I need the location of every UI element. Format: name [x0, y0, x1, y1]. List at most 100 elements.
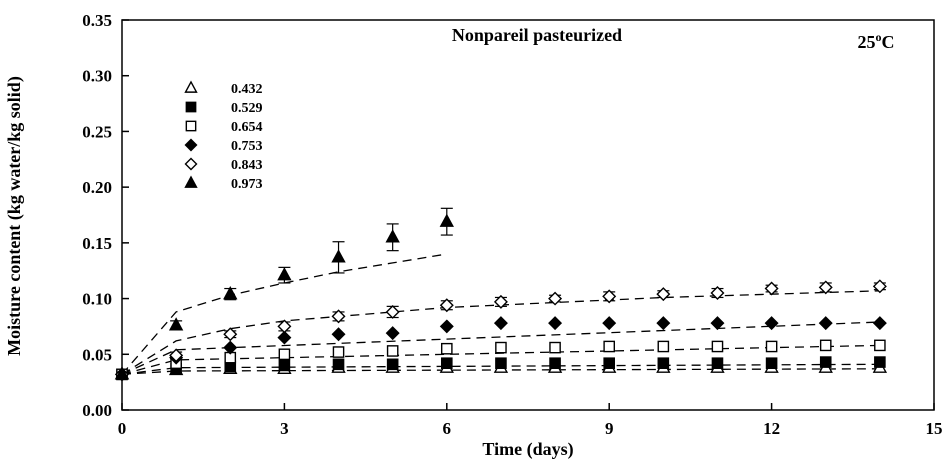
fit-curve: [121, 321, 880, 375]
data-point: [277, 319, 292, 334]
fit-curve: [121, 363, 880, 375]
data-point: [332, 346, 345, 358]
data-point: [184, 138, 198, 152]
data-point: [386, 345, 399, 357]
data-point: [764, 281, 779, 296]
legend: 0.432 0.529 0.654 0.753 0.843 0.973: [184, 80, 263, 192]
y-tick-label: 0.25: [82, 122, 112, 141]
data-point: [495, 341, 507, 354]
data-point: [711, 340, 724, 353]
data-point: [439, 213, 454, 227]
y-axis-title: Moisture content (kg water/kg solid): [4, 76, 25, 356]
data-point: [439, 298, 454, 313]
x-tick-label: 12: [763, 419, 780, 438]
data-point: [602, 289, 617, 304]
data-point: [168, 317, 184, 331]
y-axis: 0.00 0.05 0.10 0.15 0.20 0.25 0.30 0.35: [82, 11, 129, 420]
data-point: [331, 327, 346, 342]
data-point: [493, 316, 508, 331]
data-point: [185, 101, 197, 113]
data-point: [184, 175, 198, 188]
data-point: [495, 357, 507, 370]
data-point: [386, 358, 399, 371]
data-point: [710, 286, 725, 300]
data-point: [493, 294, 508, 309]
data-point: [439, 319, 454, 334]
data-point: [114, 366, 130, 380]
data-point: [657, 357, 670, 370]
data-point: [872, 279, 887, 294]
data-point: [549, 341, 561, 354]
data-point: [710, 316, 725, 331]
temperature-annotation: 25oC: [858, 30, 895, 52]
data-point: [223, 327, 238, 342]
y-tick-label: 0.00: [82, 401, 112, 420]
x-tick-label: 3: [280, 419, 289, 438]
legend-label: 0.843: [231, 158, 263, 173]
data-point: [603, 340, 615, 353]
data-point: [657, 340, 670, 353]
data-point: [385, 326, 400, 341]
data-point: [277, 330, 292, 345]
data-point: [331, 309, 346, 324]
data-point: [169, 348, 184, 363]
data-point: [223, 286, 238, 300]
data-point: [185, 120, 197, 132]
data-point: [874, 339, 886, 352]
data-point: [277, 267, 292, 281]
data-point: [764, 316, 779, 331]
data-point: [818, 316, 833, 331]
data-point: [548, 316, 563, 331]
data-point: [385, 229, 400, 243]
data-point: [184, 157, 198, 171]
data-point: [278, 348, 291, 361]
y-tick-label: 0.20: [82, 178, 112, 197]
fit-curve: [121, 368, 880, 375]
data-point: [872, 316, 887, 331]
y-tick-label: 0.35: [82, 11, 112, 30]
data-point: [819, 356, 832, 368]
x-tick-label: 0: [118, 419, 127, 438]
y-tick-label: 0.15: [82, 234, 112, 253]
x-axis-title: Time (days): [482, 439, 573, 460]
data-point: [656, 287, 671, 302]
data-point: [184, 80, 198, 93]
data-point: [765, 357, 778, 370]
x-tick-label: 6: [443, 419, 452, 438]
data-point: [441, 357, 453, 370]
data-point: [548, 291, 563, 306]
data-point: [549, 357, 561, 370]
legend-label: 0.753: [231, 139, 263, 154]
legend-label: 0.432: [231, 82, 263, 97]
data-point: [874, 356, 886, 368]
data-point: [765, 340, 778, 353]
data-point: [278, 359, 291, 372]
data-point: [656, 316, 671, 331]
data-point: [711, 357, 724, 370]
data-point: [223, 340, 238, 355]
data-point: [331, 249, 346, 263]
data-point: [603, 357, 615, 370]
data-point: [819, 339, 832, 352]
data-points: [114, 213, 888, 382]
x-tick-label: 9: [605, 419, 614, 438]
y-tick-label: 0.30: [82, 67, 112, 86]
legend-label: 0.973: [231, 177, 263, 192]
legend-label: 0.529: [231, 101, 263, 116]
data-point: [332, 358, 345, 371]
plot-frame: [121, 19, 935, 411]
fit-curve: [121, 344, 880, 375]
data-point: [818, 280, 833, 295]
y-tick-label: 0.10: [82, 290, 112, 309]
y-tick-label: 0.05: [82, 345, 112, 364]
data-point: [385, 304, 400, 319]
x-axis: 0 3 6 9 12 15: [118, 403, 943, 438]
fit-curve: [121, 253, 447, 375]
data-point: [441, 342, 453, 355]
data-point: [602, 316, 617, 331]
legend-label: 0.654: [231, 120, 263, 135]
x-tick-label: 15: [926, 419, 943, 438]
chart-title: Nonpareil pasteurized: [452, 25, 622, 45]
